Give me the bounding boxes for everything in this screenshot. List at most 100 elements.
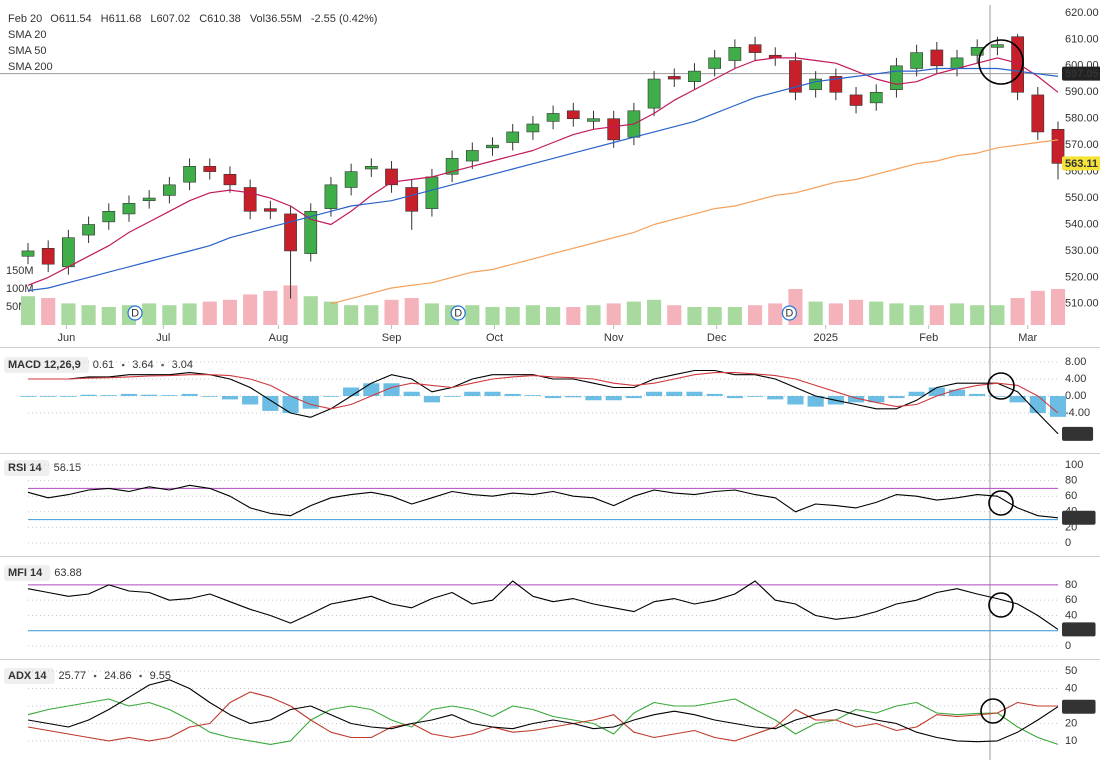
volume-tick-label: 100M xyxy=(6,283,34,295)
y-tick-label: 60 xyxy=(1065,490,1077,502)
panel-title: MFI 14 xyxy=(8,567,43,579)
header-field-value: 611.68 xyxy=(109,13,142,25)
value-badge xyxy=(1062,156,1100,171)
candle-body xyxy=(647,78,661,109)
panel-title-bg xyxy=(4,565,51,581)
histogram-bar xyxy=(282,396,299,414)
candle-body xyxy=(1031,94,1045,133)
y-tick-label: 620.00 xyxy=(1065,7,1099,19)
legend-entry: SMA 20 xyxy=(8,29,47,41)
histogram-bar xyxy=(625,396,642,399)
y-tick-label: 0 xyxy=(1065,640,1071,652)
volume-bar xyxy=(364,305,379,325)
volume-bar xyxy=(909,305,924,325)
histogram-bar xyxy=(201,396,218,397)
histogram-bar xyxy=(989,396,1006,397)
readout-value: 24.86 xyxy=(104,670,132,682)
volume-bar xyxy=(182,303,197,325)
candle-body xyxy=(930,49,944,67)
candle-body xyxy=(728,47,742,61)
volume-bar xyxy=(1010,298,1025,325)
value-badge xyxy=(1062,699,1096,714)
readout-separator xyxy=(93,674,97,678)
volume-bar xyxy=(323,301,339,325)
readout-separator xyxy=(121,363,125,367)
x-tick-label: Dec xyxy=(707,332,727,344)
candle-body xyxy=(991,44,1004,48)
candle-body xyxy=(566,110,580,120)
candle-body xyxy=(667,76,681,80)
header-field-label: H xyxy=(101,13,109,25)
readout-value: 3.04 xyxy=(172,359,193,371)
volume-bar xyxy=(142,303,157,325)
histogram-bar xyxy=(1049,396,1067,417)
header-field-value: 607.02 xyxy=(157,13,191,25)
header-field-label: O xyxy=(50,13,59,25)
histogram-bar xyxy=(767,396,784,400)
value-badge xyxy=(1062,426,1094,441)
header-field-label: C xyxy=(199,13,207,25)
y-tick-label: 510.00 xyxy=(1065,298,1099,310)
histogram-bar xyxy=(545,396,562,399)
histogram-bar xyxy=(1009,396,1026,403)
histogram-bar xyxy=(343,387,360,397)
volume-bar xyxy=(848,299,864,325)
y-tick-label: 0.00 xyxy=(1065,390,1086,402)
y-tick-label: 40 xyxy=(1065,682,1077,694)
event-marker xyxy=(781,305,798,321)
candle-body xyxy=(829,76,843,93)
histogram-bar xyxy=(726,396,743,399)
volume-bar xyxy=(687,307,702,325)
candle-body xyxy=(1011,36,1024,93)
value-badge-label: -8.90 xyxy=(1065,428,1090,440)
value-badge-label: 29.59 xyxy=(1065,701,1093,713)
volume-bar xyxy=(808,301,823,325)
candle-body xyxy=(364,166,378,170)
y-tick-label: 60 xyxy=(1065,594,1077,606)
histogram-bar xyxy=(120,393,138,397)
candle-body xyxy=(263,208,277,212)
y-tick-label: 570.00 xyxy=(1065,139,1099,151)
candle-body xyxy=(405,187,419,212)
y-tick-label: 610.00 xyxy=(1065,33,1099,45)
histogram-bar xyxy=(242,396,259,405)
value-badge-label: 563.11 xyxy=(1065,158,1098,170)
value-badge xyxy=(1062,622,1096,637)
histogram-bar xyxy=(1029,396,1046,414)
histogram-bar xyxy=(262,396,279,411)
readout-value: 58.15 xyxy=(54,462,82,474)
candle-body xyxy=(21,250,35,257)
volume-bar xyxy=(667,305,682,325)
candle-body xyxy=(526,123,540,133)
volume-bar xyxy=(222,299,238,325)
header-field-label: Vol xyxy=(250,13,265,25)
annotation-circle xyxy=(988,490,1014,516)
y-tick-label: 580.00 xyxy=(1065,113,1099,125)
y-tick-label: 40 xyxy=(1065,609,1077,621)
histogram-bar xyxy=(969,393,986,397)
candle-body xyxy=(869,91,883,104)
event-marker xyxy=(450,305,466,321)
series-line xyxy=(27,57,1059,286)
volume-bar xyxy=(202,301,217,325)
histogram-bar xyxy=(585,396,602,401)
value-badge xyxy=(1062,66,1100,81)
histogram-bar xyxy=(504,393,521,397)
histogram-bar xyxy=(403,391,420,397)
volume-bar xyxy=(889,303,904,325)
header-field-label: L xyxy=(150,13,156,25)
volume-bar xyxy=(263,290,278,325)
x-tick-label: Sep xyxy=(382,332,402,344)
panel-title: MACD 12,26,9 xyxy=(8,359,81,371)
candle-body xyxy=(41,248,55,265)
value-badge-label: 21.72 xyxy=(1065,624,1093,636)
series-line xyxy=(27,484,1059,519)
candle-body xyxy=(506,131,520,143)
candle-body xyxy=(284,213,297,252)
histogram-bar xyxy=(908,391,925,397)
x-tick-label: Mar xyxy=(1018,332,1037,344)
histogram-bar xyxy=(565,396,582,398)
histogram-bar xyxy=(464,391,481,397)
series-line xyxy=(27,698,1059,745)
y-tick-label: 100 xyxy=(1065,459,1083,471)
